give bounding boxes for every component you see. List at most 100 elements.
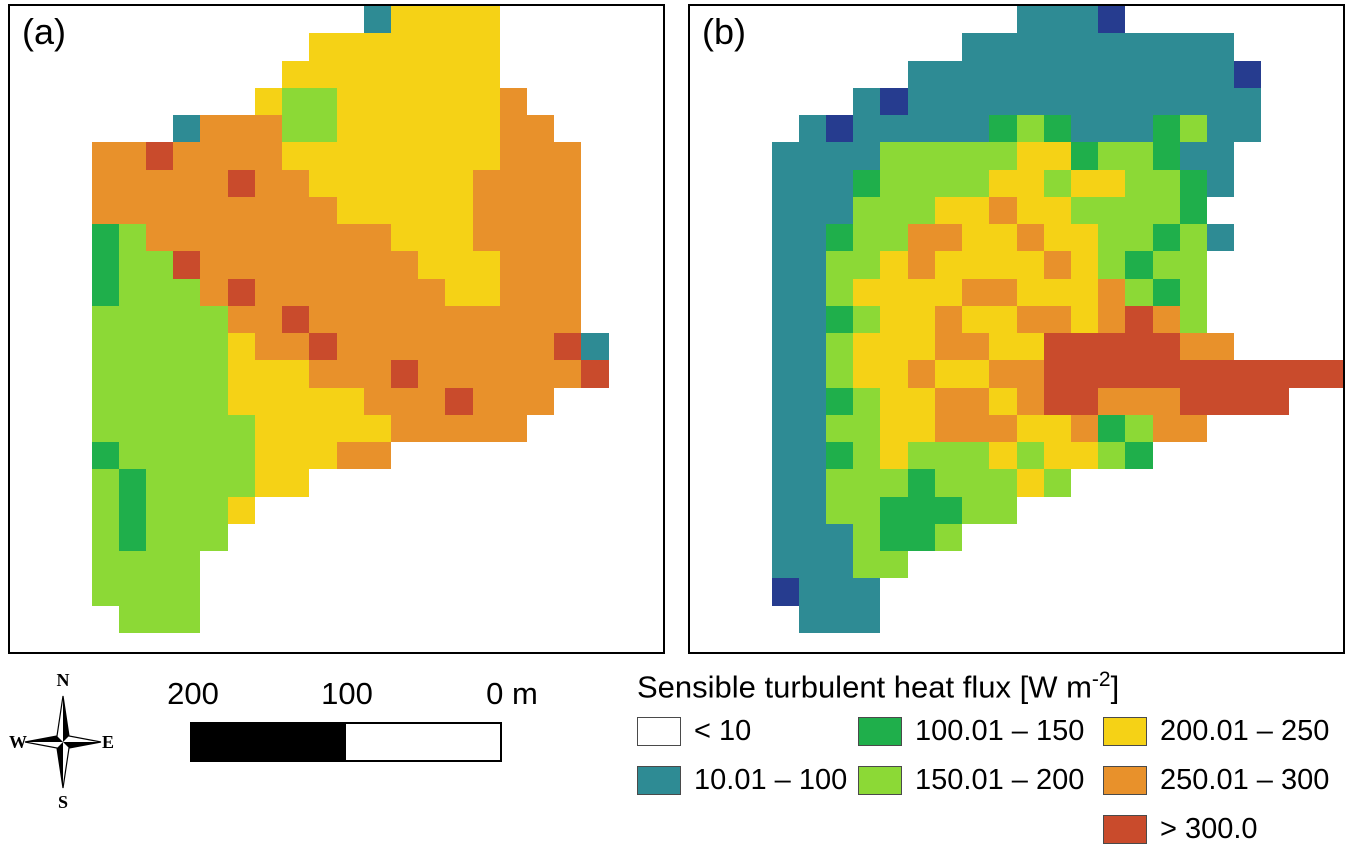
raster-cell-R xyxy=(1125,333,1153,361)
raster-cell-T xyxy=(798,333,827,361)
raster-cell-Y xyxy=(962,360,990,388)
raster-cell-O xyxy=(472,333,500,361)
raster-empty-cell xyxy=(309,469,336,496)
raster-empty-cell xyxy=(200,6,227,33)
raster-empty-cell xyxy=(1098,578,1125,605)
raster-cell-L xyxy=(200,360,228,388)
raster-cell-O xyxy=(418,333,446,361)
raster-cell-O xyxy=(418,387,446,415)
raster-cell-O xyxy=(499,387,527,415)
raster-empty-cell xyxy=(935,606,962,633)
raster-empty-cell xyxy=(609,279,636,306)
raster-empty-cell xyxy=(37,442,64,469)
raster-empty-cell xyxy=(500,606,527,633)
raster-cell-Y xyxy=(853,333,881,361)
raster-empty-cell xyxy=(1234,333,1261,360)
raster-cell-L xyxy=(173,605,201,633)
raster-empty-cell xyxy=(1289,606,1316,633)
raster-empty-cell xyxy=(1289,251,1316,278)
raster-cell-T xyxy=(798,305,827,334)
raster-empty-cell xyxy=(554,115,581,142)
raster-cell-L xyxy=(853,224,881,252)
raster-cell-O xyxy=(227,305,255,334)
raster-cell-Y xyxy=(989,387,1017,415)
raster-empty-cell xyxy=(37,88,64,115)
raster-cell-Y xyxy=(1070,442,1099,470)
raster-empty-cell xyxy=(690,415,717,442)
raster-empty-cell xyxy=(908,606,935,633)
raster-cell-O xyxy=(445,414,473,443)
raster-cell-O xyxy=(390,414,419,443)
raster-empty-cell xyxy=(500,33,527,60)
raster-empty-cell xyxy=(1289,551,1316,578)
raster-cell-T xyxy=(1043,6,1071,34)
raster-cell-G xyxy=(907,469,935,497)
raster-cell-T xyxy=(1070,60,1099,88)
raster-empty-cell xyxy=(64,61,91,88)
raster-empty-cell xyxy=(853,6,880,33)
raster-empty-cell xyxy=(10,442,37,469)
raster-empty-cell xyxy=(1153,606,1180,633)
raster-cell-O xyxy=(146,224,174,252)
raster-empty-cell xyxy=(581,197,608,224)
raster-empty-cell xyxy=(418,497,445,524)
raster-cell-Y xyxy=(472,33,500,61)
legend-swatch-G xyxy=(858,716,902,746)
raster-empty-cell xyxy=(989,524,1016,551)
raster-empty-cell xyxy=(744,142,771,169)
raster-empty-cell xyxy=(1289,33,1316,60)
raster-empty-cell xyxy=(935,33,962,60)
raster-cell-O xyxy=(499,169,527,197)
raster-cell-Y xyxy=(336,33,364,61)
raster-empty-cell xyxy=(1098,606,1125,633)
raster-cell-O xyxy=(200,196,228,225)
raster-cell-T xyxy=(989,60,1017,88)
raster-cell-R xyxy=(309,333,337,361)
raster-empty-cell xyxy=(636,88,663,115)
raster-empty-cell xyxy=(690,251,717,278)
raster-cell-Y xyxy=(336,60,364,88)
raster-cell-Y xyxy=(1043,142,1071,170)
raster-empty-cell xyxy=(500,6,527,33)
legend-swatch-R xyxy=(1103,814,1147,844)
raster-empty-cell xyxy=(255,524,282,551)
raster-empty-cell xyxy=(1125,497,1152,524)
raster-empty-cell xyxy=(880,61,907,88)
raster-empty-cell xyxy=(717,469,744,496)
raster-cell-L xyxy=(200,469,228,497)
raster-empty-cell xyxy=(10,578,37,605)
raster-empty-cell xyxy=(1261,578,1288,605)
raster-empty-cell xyxy=(717,61,744,88)
raster-cell-Y xyxy=(962,305,990,334)
raster-cell-L xyxy=(934,142,963,170)
raster-cell-L xyxy=(91,387,119,415)
raster-empty-cell xyxy=(1316,224,1343,251)
scale-bar-black-segment xyxy=(192,724,346,760)
raster-empty-cell xyxy=(92,33,119,60)
raster-empty-cell xyxy=(527,497,554,524)
raster-empty-cell xyxy=(717,442,744,469)
raster-empty-cell xyxy=(445,442,472,469)
raster-cell-Y xyxy=(1070,251,1099,279)
raster-cell-Y xyxy=(934,360,963,388)
raster-empty-cell xyxy=(64,224,91,251)
raster-empty-cell xyxy=(445,578,472,605)
raster-cell-Y xyxy=(254,87,283,116)
raster-empty-cell xyxy=(473,497,500,524)
raster-cell-Y xyxy=(445,6,473,34)
raster-empty-cell xyxy=(609,606,636,633)
raster-empty-cell xyxy=(609,388,636,415)
raster-empty-cell xyxy=(500,442,527,469)
raster-empty-cell xyxy=(1044,551,1071,578)
raster-cell-L xyxy=(1098,196,1126,225)
raster-cell-O xyxy=(363,387,391,415)
raster-cell-T xyxy=(989,33,1017,61)
raster-empty-cell xyxy=(1289,61,1316,88)
raster-empty-cell xyxy=(146,33,173,60)
raster-cell-O xyxy=(962,278,990,306)
raster-cell-L xyxy=(173,496,201,524)
raster-cell-L xyxy=(962,142,990,170)
raster-cell-L xyxy=(880,169,908,197)
raster-cell-L xyxy=(962,496,990,524)
raster-empty-cell xyxy=(337,6,364,33)
